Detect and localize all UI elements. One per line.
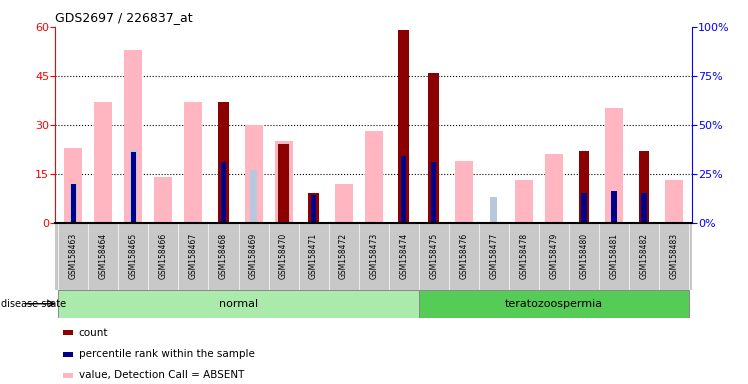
Text: GSM158482: GSM158482 xyxy=(640,233,649,279)
Text: GSM158480: GSM158480 xyxy=(579,233,589,279)
Bar xyxy=(308,194,319,223)
Text: GSM158475: GSM158475 xyxy=(429,233,438,279)
Text: GSM158479: GSM158479 xyxy=(549,233,558,279)
Bar xyxy=(70,184,76,223)
Text: GSM158478: GSM158478 xyxy=(519,233,528,279)
Bar xyxy=(605,109,623,223)
Bar xyxy=(131,152,136,223)
Bar xyxy=(581,194,586,223)
Bar xyxy=(70,184,77,223)
Text: GDS2697 / 226837_at: GDS2697 / 226837_at xyxy=(55,12,193,25)
Bar xyxy=(58,290,419,318)
Bar xyxy=(578,151,589,223)
Bar xyxy=(130,150,137,223)
Bar xyxy=(278,144,289,223)
Bar xyxy=(491,197,497,223)
Text: GSM158468: GSM158468 xyxy=(219,233,228,279)
Bar xyxy=(641,194,646,223)
Bar xyxy=(611,191,616,223)
Text: GSM158470: GSM158470 xyxy=(279,233,288,279)
Bar xyxy=(419,290,689,318)
Bar xyxy=(311,195,316,223)
Bar xyxy=(94,102,112,223)
Text: count: count xyxy=(79,328,108,338)
Text: GSM158471: GSM158471 xyxy=(309,233,318,279)
Bar xyxy=(154,177,173,223)
Bar xyxy=(275,141,292,223)
Text: GSM158476: GSM158476 xyxy=(459,233,468,279)
Bar xyxy=(399,30,409,223)
Bar xyxy=(401,156,406,223)
Text: GSM158466: GSM158466 xyxy=(159,233,168,279)
Text: normal: normal xyxy=(219,299,258,309)
Bar xyxy=(545,154,562,223)
Text: GSM158469: GSM158469 xyxy=(249,233,258,279)
Bar xyxy=(245,125,263,223)
Bar xyxy=(334,184,352,223)
Text: value, Detection Call = ABSENT: value, Detection Call = ABSENT xyxy=(79,370,244,380)
Bar xyxy=(665,180,683,223)
Text: percentile rank within the sample: percentile rank within the sample xyxy=(79,349,254,359)
Bar xyxy=(185,102,203,223)
Text: GSM158465: GSM158465 xyxy=(129,233,138,279)
Text: GSM158474: GSM158474 xyxy=(399,233,408,279)
Text: disease state: disease state xyxy=(1,299,66,309)
Text: teratozoospermia: teratozoospermia xyxy=(505,299,603,309)
Text: GSM158467: GSM158467 xyxy=(189,233,198,279)
Text: GSM158472: GSM158472 xyxy=(339,233,348,279)
Text: GSM158477: GSM158477 xyxy=(489,233,498,279)
Bar xyxy=(251,170,257,223)
Bar xyxy=(218,102,229,223)
Bar xyxy=(515,180,533,223)
Text: GSM158463: GSM158463 xyxy=(69,233,78,279)
Bar xyxy=(431,162,436,223)
Text: GSM158464: GSM158464 xyxy=(99,233,108,279)
Bar xyxy=(124,50,142,223)
Bar xyxy=(429,73,439,223)
Text: GSM158481: GSM158481 xyxy=(610,233,619,279)
Bar xyxy=(221,162,226,223)
Text: GSM158473: GSM158473 xyxy=(369,233,378,279)
Text: GSM158483: GSM158483 xyxy=(669,233,678,279)
Bar xyxy=(64,148,82,223)
Bar xyxy=(455,161,473,223)
Bar xyxy=(639,151,649,223)
Bar xyxy=(364,131,383,223)
